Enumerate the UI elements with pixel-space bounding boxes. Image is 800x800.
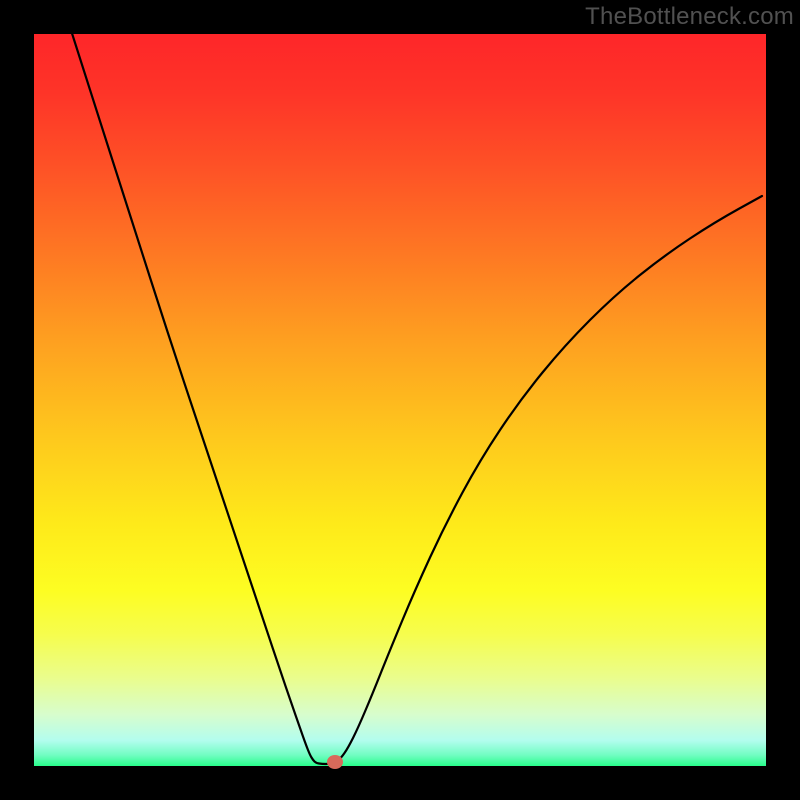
chart-frame (0, 0, 800, 800)
bottleneck-chart (0, 0, 800, 800)
plot-background (34, 34, 766, 766)
watermark-text: TheBottleneck.com (585, 3, 794, 31)
optimal-point-marker (327, 755, 343, 769)
